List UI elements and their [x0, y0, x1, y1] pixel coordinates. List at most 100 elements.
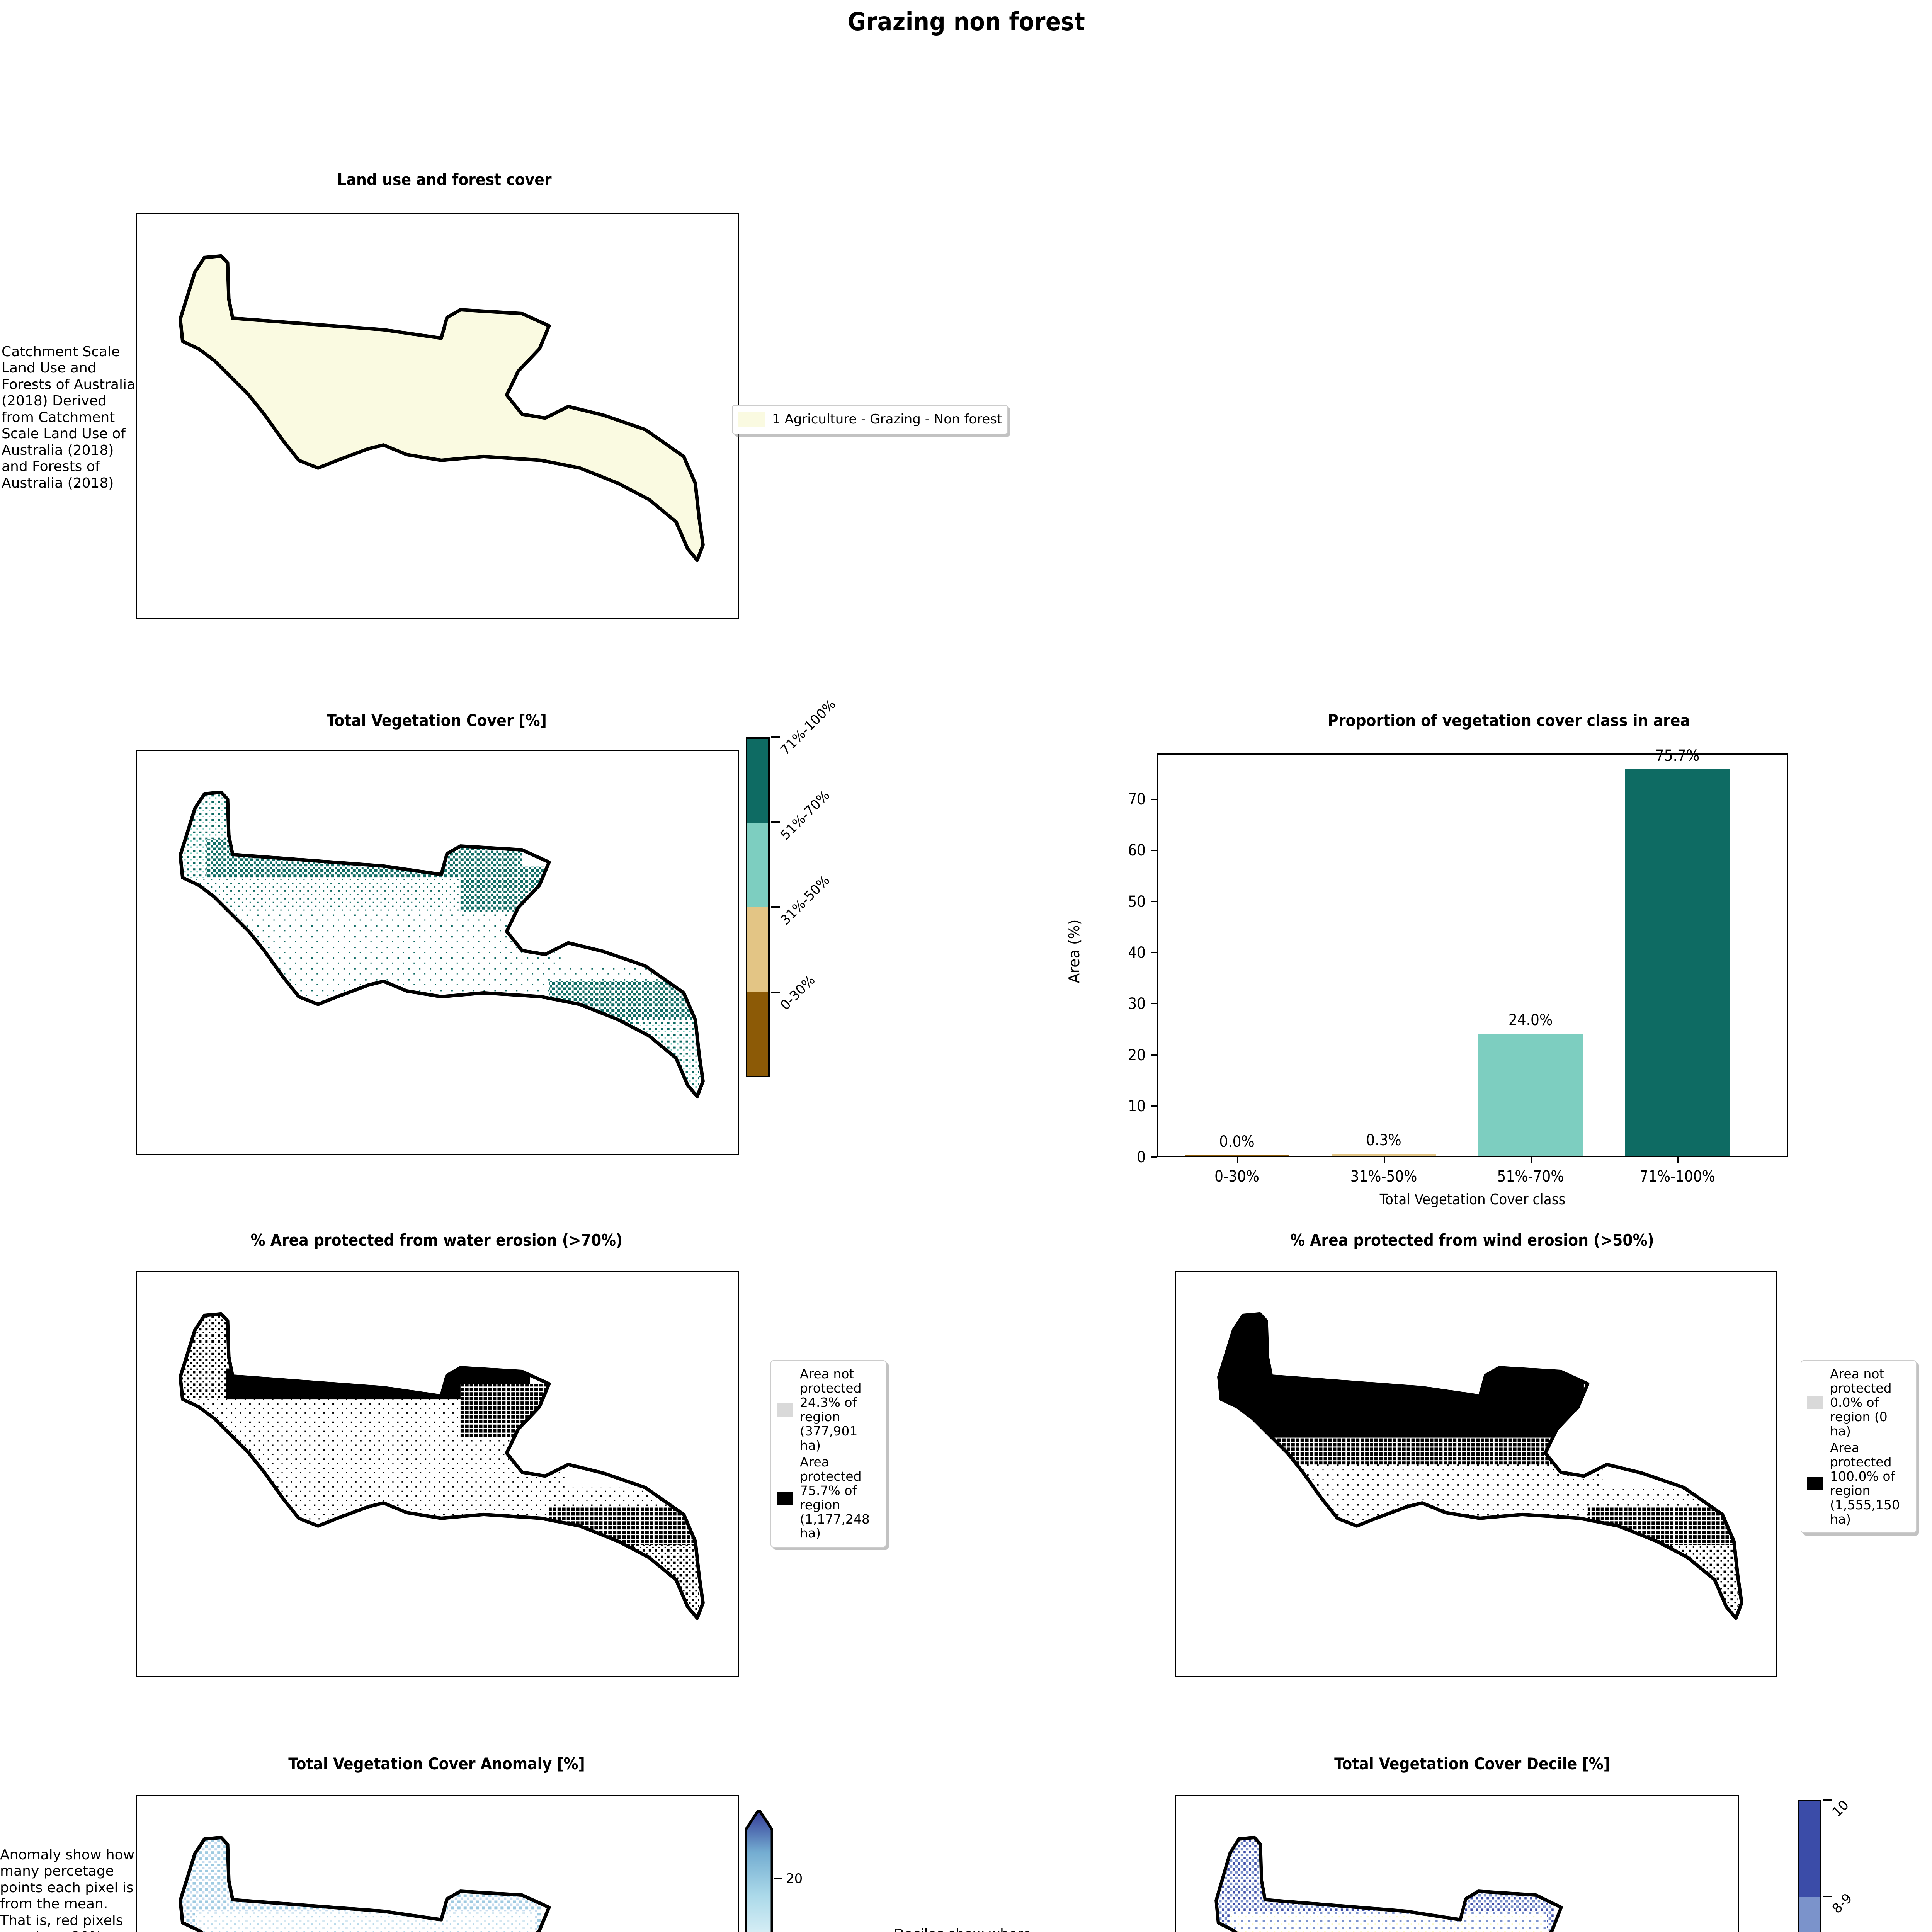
anomaly-map[interactable]: [136, 1795, 739, 1932]
map-tick: [136, 867, 137, 868]
wind-erosion-map-svg: [1217, 1312, 1743, 1620]
bar-chart-yaxis-label: Area (%): [1066, 919, 1083, 983]
cbar-label-0-30: 0-30%: [777, 972, 818, 1014]
legend-label: 1 Agriculture - Grazing - Non forest: [772, 412, 1002, 427]
catchment-outline: [179, 1835, 551, 1932]
cbar-tick: [771, 736, 780, 738]
xtick-label-0-30: 0-30%: [1214, 1168, 1259, 1185]
legend-row: 1 Agriculture - Grazing - Non forest: [738, 412, 1002, 427]
bar-31-50[interactable]: [1332, 1154, 1436, 1156]
legend-swatch-grazing-non-forest: [738, 412, 765, 427]
map-tick: [136, 569, 137, 570]
xtick-mark: [1384, 1157, 1385, 1163]
ytick-label-20: 20: [1128, 1046, 1146, 1064]
cbar-label-31-50: 31%-50%: [777, 872, 833, 929]
water-erosion-map-svg: [179, 1312, 705, 1620]
veg-cover-map-svg: [179, 790, 705, 1099]
cbar-seg-51-70: [747, 823, 768, 907]
veg-cover-map[interactable]: [136, 750, 739, 1155]
legend-row-not-protected: Area not protected 0.0% of region (0 ha): [1807, 1367, 1910, 1439]
land-use-legend[interactable]: 1 Agriculture - Grazing - Non forest: [732, 405, 1009, 434]
map-tick: [136, 1105, 137, 1107]
cbar-label-51-70: 51%-70%: [777, 787, 833, 844]
legend-label-protected: Area protected 75.7% of region (1,177,24…: [800, 1454, 870, 1541]
legend-label-protected: Area protected 100.0% of region (1,555,1…: [1830, 1440, 1900, 1527]
cbar-label-20: 20: [786, 1871, 803, 1886]
cbar-seg-10: [1799, 1801, 1820, 1897]
anomaly-map-svg: [179, 1835, 703, 1932]
map-tick: [136, 1842, 137, 1844]
cbar-tick: [771, 821, 780, 823]
ytick-mark: [1151, 1156, 1157, 1158]
map-tick: [136, 330, 137, 332]
catchment-outline: [1217, 1312, 1743, 1620]
xtick-mark: [1677, 1157, 1679, 1163]
map-tick: [136, 1923, 137, 1925]
land-use-panel-title: Land use and forest cover: [337, 170, 552, 189]
cbar-tick: [1823, 1799, 1832, 1801]
cbar-seg-71-100: [747, 739, 768, 823]
land-use-map[interactable]: [136, 213, 739, 619]
ytick-label-60: 60: [1128, 842, 1146, 859]
cbar-label-71-100: 71%-100%: [777, 697, 839, 759]
water-erosion-legend[interactable]: Area not protected 24.3% of region (377,…: [770, 1360, 886, 1548]
ytick-mark: [1151, 850, 1157, 851]
cbar-tick: [774, 1878, 782, 1879]
legend-swatch-protected: [1807, 1477, 1823, 1490]
wind-erosion-map[interactable]: [1175, 1271, 1777, 1677]
legend-row-not-protected: Area not protected 24.3% of region (377,…: [777, 1367, 880, 1453]
legend-swatch-protected: [777, 1491, 793, 1505]
bar-value-31-50: 0.3%: [1366, 1131, 1401, 1149]
water-erosion-map[interactable]: [136, 1271, 739, 1677]
bar-51-70[interactable]: [1478, 1034, 1583, 1156]
map-tick: [136, 946, 137, 947]
decile-map-svg: [1214, 1835, 1706, 1932]
ytick-mark: [1151, 901, 1157, 902]
bar-chart-plot-area[interactable]: 0.0% 0.3% 24.0% 75.7%: [1157, 747, 1788, 1157]
ytick-mark: [1151, 952, 1157, 953]
decile-panel-title: Total Vegetation Cover Decile [%]: [1334, 1754, 1610, 1773]
legend-row-protected: Area protected 75.7% of region (1,177,24…: [777, 1455, 880, 1541]
decile-side-note: Deciles show where the pixel value lies …: [893, 1926, 1048, 1932]
xtick-label-31-50: 31%-50%: [1350, 1168, 1417, 1185]
cbar-seg-31-50: [747, 907, 768, 992]
bar-0-30[interactable]: [1185, 1155, 1289, 1156]
ytick-label-50: 50: [1128, 893, 1146, 911]
catchment-outline: [1214, 1835, 1563, 1932]
bar-71-100[interactable]: [1625, 769, 1730, 1156]
wind-erosion-legend[interactable]: Area not protected 0.0% of region (0 ha)…: [1801, 1360, 1917, 1534]
decile-colorbar[interactable]: [1798, 1800, 1821, 1932]
water-erosion-panel-title: % Area protected from water erosion (>70…: [250, 1231, 623, 1250]
catchment-outline: [179, 790, 705, 1099]
cbar-seg-0-30: [747, 992, 768, 1076]
veg-cover-panel-title: Total Vegetation Cover [%]: [327, 711, 547, 730]
ytick-mark: [1151, 1054, 1157, 1056]
land-use-side-note: Catchment Scale Land Use and Forests of …: [2, 344, 136, 491]
cbar-label-8-9: 8-9: [1829, 1890, 1855, 1917]
legend-row-protected: Area protected 100.0% of region (1,555,1…: [1807, 1440, 1910, 1527]
catchment-outline: [179, 254, 705, 562]
ytick-label-70: 70: [1128, 791, 1146, 808]
xtick-label-51-70: 51%-70%: [1497, 1168, 1564, 1185]
bar-value-0-30: 0.0%: [1219, 1133, 1255, 1151]
page-title: Grazing non forest: [847, 8, 1085, 36]
bar-chart-xaxis-label: Total Vegetation Cover class: [1379, 1191, 1566, 1208]
map-tick: [136, 1026, 137, 1027]
veg-cover-colorbar[interactable]: [746, 737, 770, 1077]
ytick-mark: [1151, 799, 1157, 800]
anomaly-panel-title: Total Vegetation Cover Anomaly [%]: [288, 1754, 585, 1773]
decile-map[interactable]: [1175, 1795, 1739, 1932]
anomaly-colorbar[interactable]: [745, 1810, 773, 1932]
bar-value-51-70: 24.0%: [1508, 1011, 1553, 1029]
wind-erosion-panel-title: % Area protected from wind erosion (>50%…: [1290, 1231, 1654, 1250]
xtick-label-71-100: 71%-100%: [1639, 1168, 1715, 1185]
xtick-mark: [1237, 1157, 1238, 1163]
map-tick: [136, 252, 137, 253]
ytick-mark: [1151, 1003, 1157, 1004]
catchment-fill: [180, 256, 703, 560]
ytick-label-0: 0: [1137, 1148, 1146, 1166]
legend-swatch-not-protected: [1807, 1396, 1823, 1410]
cbar-tick: [771, 992, 780, 993]
land-use-map-svg: [179, 254, 705, 562]
cbar-label-10: 10: [1829, 1797, 1852, 1820]
